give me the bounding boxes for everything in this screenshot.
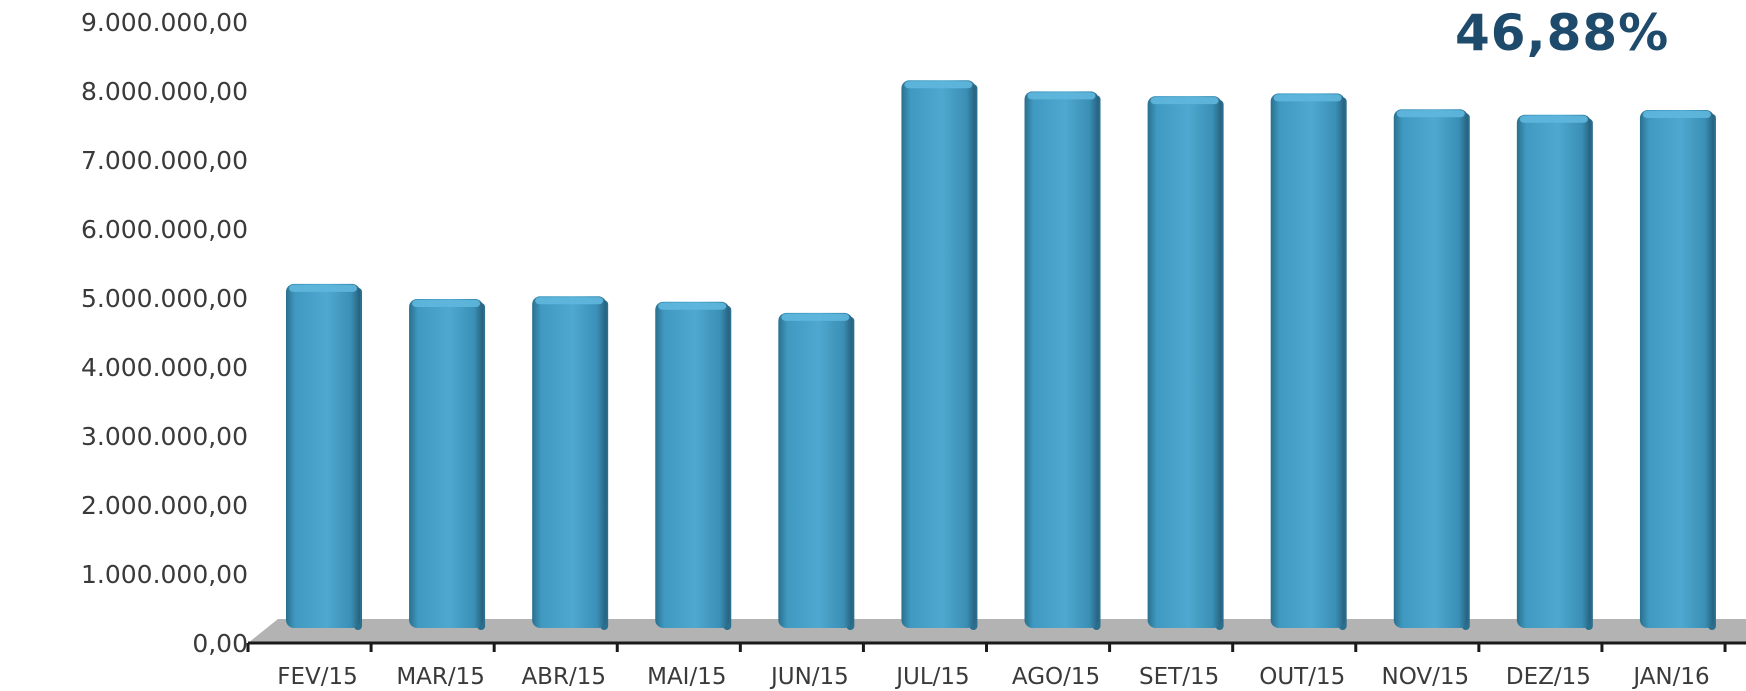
bar — [778, 312, 855, 630]
bar-top — [1150, 97, 1219, 105]
chart-floor — [248, 619, 1746, 643]
percentage-headline: 46,88% — [1455, 4, 1670, 62]
x-tick-label: DEZ/15 — [1506, 664, 1591, 690]
bar — [1639, 109, 1716, 631]
bar-body — [655, 301, 730, 628]
bar-top — [658, 302, 727, 310]
bar-body — [1024, 91, 1099, 629]
bar-top — [1027, 92, 1096, 100]
bar — [901, 80, 978, 631]
floor-plane — [248, 619, 1746, 643]
bar-top — [1273, 94, 1342, 102]
bar-body — [1639, 109, 1714, 629]
bar-body — [286, 283, 360, 628]
y-tick-label: 8.000.000,00 — [81, 77, 248, 106]
x-tick-label: AGO/15 — [1012, 664, 1100, 690]
bar-body — [1147, 96, 1222, 629]
bar-body — [778, 312, 853, 628]
bar-body — [409, 299, 484, 628]
bar — [1147, 96, 1224, 631]
x-tick-label: MAI/15 — [647, 664, 726, 690]
x-tick-label: FEV/15 — [277, 664, 358, 690]
y-tick-label: 1.000.000,00 — [81, 560, 248, 589]
bar-top — [1642, 110, 1711, 118]
y-tick-label: 0,00 — [192, 629, 248, 658]
x-tick-label: NOV/15 — [1381, 664, 1469, 690]
bar — [409, 299, 486, 630]
x-tick-label: ABR/15 — [521, 664, 606, 690]
bar-body — [901, 80, 976, 629]
y-axis: 0,00 1.000.000,00 2.000.000,00 3.000.000,00… — [81, 8, 248, 658]
x-tick-label: JUL/15 — [894, 664, 969, 690]
x-tick-label: MAR/15 — [396, 664, 485, 690]
bar-top — [1519, 115, 1588, 123]
bar-top — [289, 284, 357, 292]
bar-top — [412, 300, 481, 308]
bar — [1024, 91, 1101, 631]
bar — [655, 301, 732, 630]
bar-body — [1516, 114, 1591, 629]
x-tick-label: JAN/16 — [1631, 664, 1709, 690]
y-tick-label: 9.000.000,00 — [81, 8, 248, 37]
bar — [532, 296, 609, 630]
bars — [286, 80, 1716, 631]
bar-body — [1393, 109, 1468, 628]
y-tick-label: 7.000.000,00 — [81, 146, 248, 175]
y-tick-label: 3.000.000,00 — [81, 422, 248, 451]
bar — [1393, 109, 1470, 630]
bar-body — [1270, 93, 1345, 628]
x-tick-label: OUT/15 — [1259, 664, 1345, 690]
y-tick-label: 5.000.000,00 — [81, 284, 248, 313]
y-tick-label: 4.000.000,00 — [81, 353, 248, 382]
y-tick-label: 2.000.000,00 — [81, 491, 248, 520]
bar-body — [532, 296, 607, 628]
bar-top — [1396, 110, 1465, 118]
bar — [1270, 93, 1347, 630]
y-tick-label: 6.000.000,00 — [81, 215, 248, 244]
bar — [1516, 114, 1593, 631]
x-tick-label: JUN/15 — [769, 664, 849, 690]
bar-top — [535, 297, 604, 305]
x-axis: FEV/15 MAR/15 ABR/15 MAI/15 JUN/15 JUL/15 AGO/… — [246, 641, 1746, 690]
bar-top — [781, 313, 850, 321]
bar-top — [904, 81, 973, 89]
x-tick-label: SET/15 — [1139, 664, 1219, 690]
bar — [286, 283, 362, 630]
